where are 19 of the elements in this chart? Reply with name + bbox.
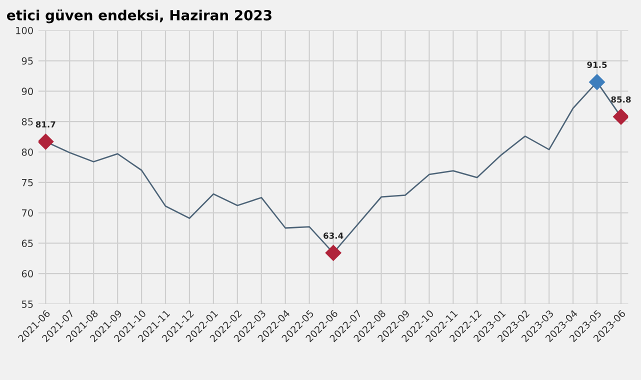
point xyxy=(612,108,628,125)
chart-title: etici güven endeksi, Haziran 2023 xyxy=(7,10,272,24)
y-tick-label: 75 xyxy=(22,179,33,186)
y-tick-label: 90 xyxy=(22,88,33,96)
point xyxy=(588,74,606,90)
y-tick-label: 60 xyxy=(22,270,33,278)
y-tick-label: 70 xyxy=(22,209,33,217)
y-tick-label: 80 xyxy=(22,148,33,156)
y-tick-label: 95 xyxy=(22,57,33,65)
data-label: 81.7 xyxy=(36,121,56,128)
y-tick-label: 85 xyxy=(22,118,33,126)
data-label: 85.8 xyxy=(611,96,631,103)
y-tick-label: 100 xyxy=(16,26,33,34)
data-label: 91.5 xyxy=(587,62,607,68)
data-label: 63.4 xyxy=(324,232,344,239)
point xyxy=(325,244,342,262)
point xyxy=(38,133,54,150)
y-tick-label: 65 xyxy=(22,240,33,248)
y-tick-label: 55 xyxy=(22,300,33,308)
